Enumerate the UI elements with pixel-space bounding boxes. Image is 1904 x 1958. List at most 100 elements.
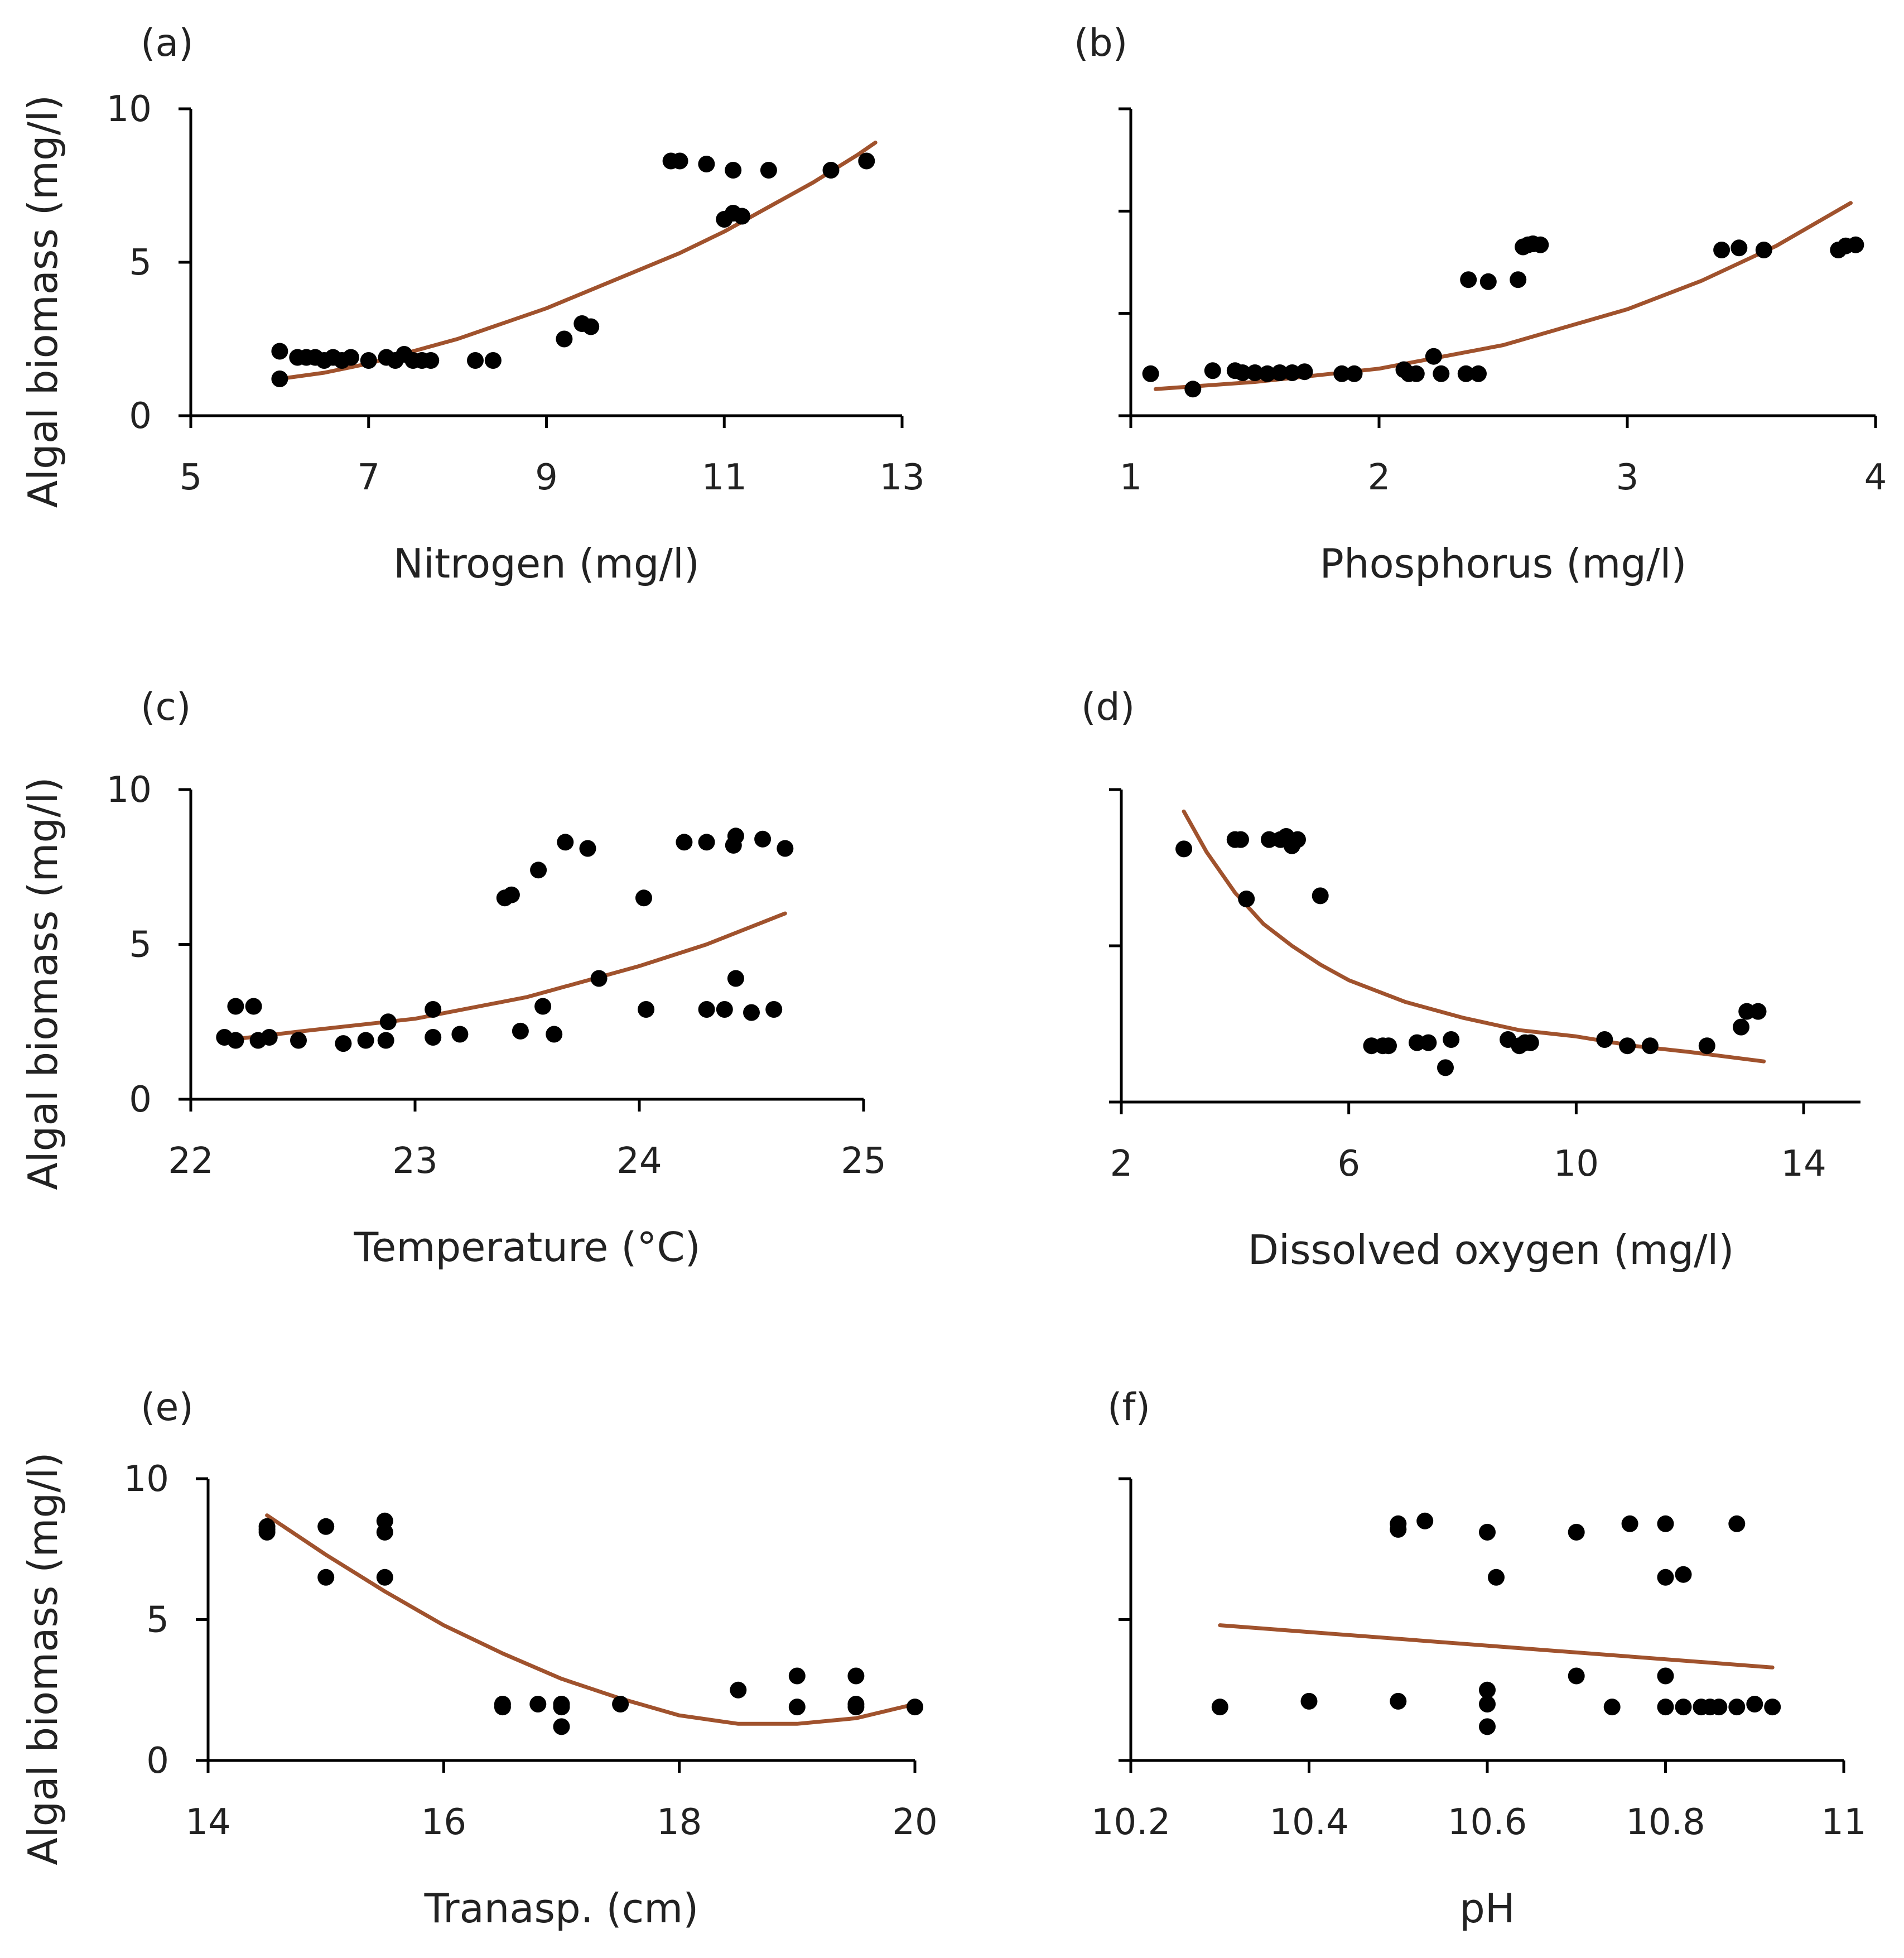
data-point [258,1521,276,1538]
y-tick-label: 5 [129,925,152,966]
y-axis-title: Algal biomass (mg/l) [20,777,66,1190]
x-axis-title: Nitrogen (mg/l) [393,540,700,587]
data-point [290,1032,307,1049]
data-point [1479,1696,1496,1712]
data-point [638,1001,655,1018]
x-tick-label: 18 [657,1802,702,1843]
trend-line [1154,201,1853,391]
data-point [360,352,377,369]
data-point [1641,1037,1659,1055]
data-point [1437,1059,1454,1076]
chart-panel-f: (f) 10.2 10.4 10.6 10.8 11 pH [1091,1385,1867,1932]
y-axis-title: Algal biomass (mg/l) [20,1452,66,1865]
data-point [730,1681,747,1699]
data-point [1425,348,1442,365]
data-point [1657,1515,1674,1532]
x-tick-label: 11 [1821,1802,1866,1843]
x-tick-label: 16 [421,1802,466,1843]
data-point [1271,364,1288,381]
data-point [907,1699,923,1716]
x-tick-label: 11 [702,457,747,498]
data-point [590,970,608,987]
data-point [1204,362,1221,379]
data-point [227,1032,244,1049]
data-point [727,970,744,987]
data-point [512,1022,529,1040]
data-point [451,1026,469,1043]
data-point [1713,242,1731,258]
data-point [754,830,772,848]
data-point [698,1001,715,1018]
data-point [716,1001,733,1018]
data-point [1333,365,1351,382]
x-tick-label: 7 [357,457,380,498]
x-tick-label: 13 [879,457,924,498]
data-point [484,352,502,369]
data-point [534,998,552,1015]
data-point [377,1032,394,1049]
data-point [1532,236,1549,253]
x-tick-label: 4 [1864,457,1887,498]
x-tick-label: 22 [168,1141,213,1182]
data-point [556,330,573,348]
data-point [1603,1699,1621,1716]
data-point [1420,1034,1437,1051]
x-tick-label: 5 [180,457,203,498]
x-tick-label: 2 [1368,457,1391,498]
panel-letter: (b) [1074,21,1127,65]
data-point [1312,887,1329,905]
data-point [1698,1037,1715,1055]
data-point [847,1667,865,1685]
data-point [1211,1699,1228,1716]
data-point [1657,1699,1674,1716]
data-point [1847,236,1864,253]
data-point [1238,891,1255,907]
data-point [1283,837,1300,854]
x-tick-label: 10.6 [1448,1802,1527,1843]
data-point [503,886,520,903]
data-point [494,1699,511,1716]
data-point [760,162,777,179]
y-tick-label: 5 [146,1600,169,1641]
x-tick-label: 20 [892,1802,937,1843]
data-point [1184,381,1202,398]
data-point [1479,1523,1496,1541]
data-point [1433,365,1450,382]
x-axis-title: Tranasp. (cm) [424,1885,699,1932]
chart-panel-c: (c) 22 23 24 25 0 5 10 Temperature (°C) Algal bio… [20,685,886,1271]
data-point [1728,1515,1746,1532]
panel-letter: (f) [1107,1385,1150,1430]
data-point [1746,1696,1763,1712]
chart-panel-d: (d) 2 6 10 14 Dissolved oxygen (mg/l) [1081,685,1860,1273]
x-tick-label: 10.2 [1091,1802,1171,1843]
x-tick-label: 10.8 [1626,1802,1705,1843]
data-point [579,840,596,857]
x-tick-label: 25 [841,1141,886,1182]
data-point [1390,1521,1407,1538]
x-tick-label: 3 [1616,457,1639,498]
data-point [553,1718,570,1735]
data-point [1175,840,1193,858]
data-point [271,371,288,387]
data-point [1232,831,1249,848]
data-point [271,343,288,360]
data-point [1733,1018,1749,1036]
data-point [698,834,715,851]
data-point [1596,1031,1613,1048]
data-point [1460,271,1477,288]
data-point [1657,1569,1674,1586]
data-point [777,840,794,857]
data-point [317,1518,335,1535]
data-point [1510,271,1527,288]
data-point [425,1001,442,1018]
data-point [376,1523,393,1541]
data-point [788,1667,806,1685]
data-point [376,1569,393,1586]
data-point [1234,364,1251,381]
panel-letter: (c) [141,685,191,729]
data-point [1728,1699,1746,1716]
y-tick-label: 10 [107,89,152,130]
data-point [847,1699,865,1716]
data-point [727,828,744,845]
